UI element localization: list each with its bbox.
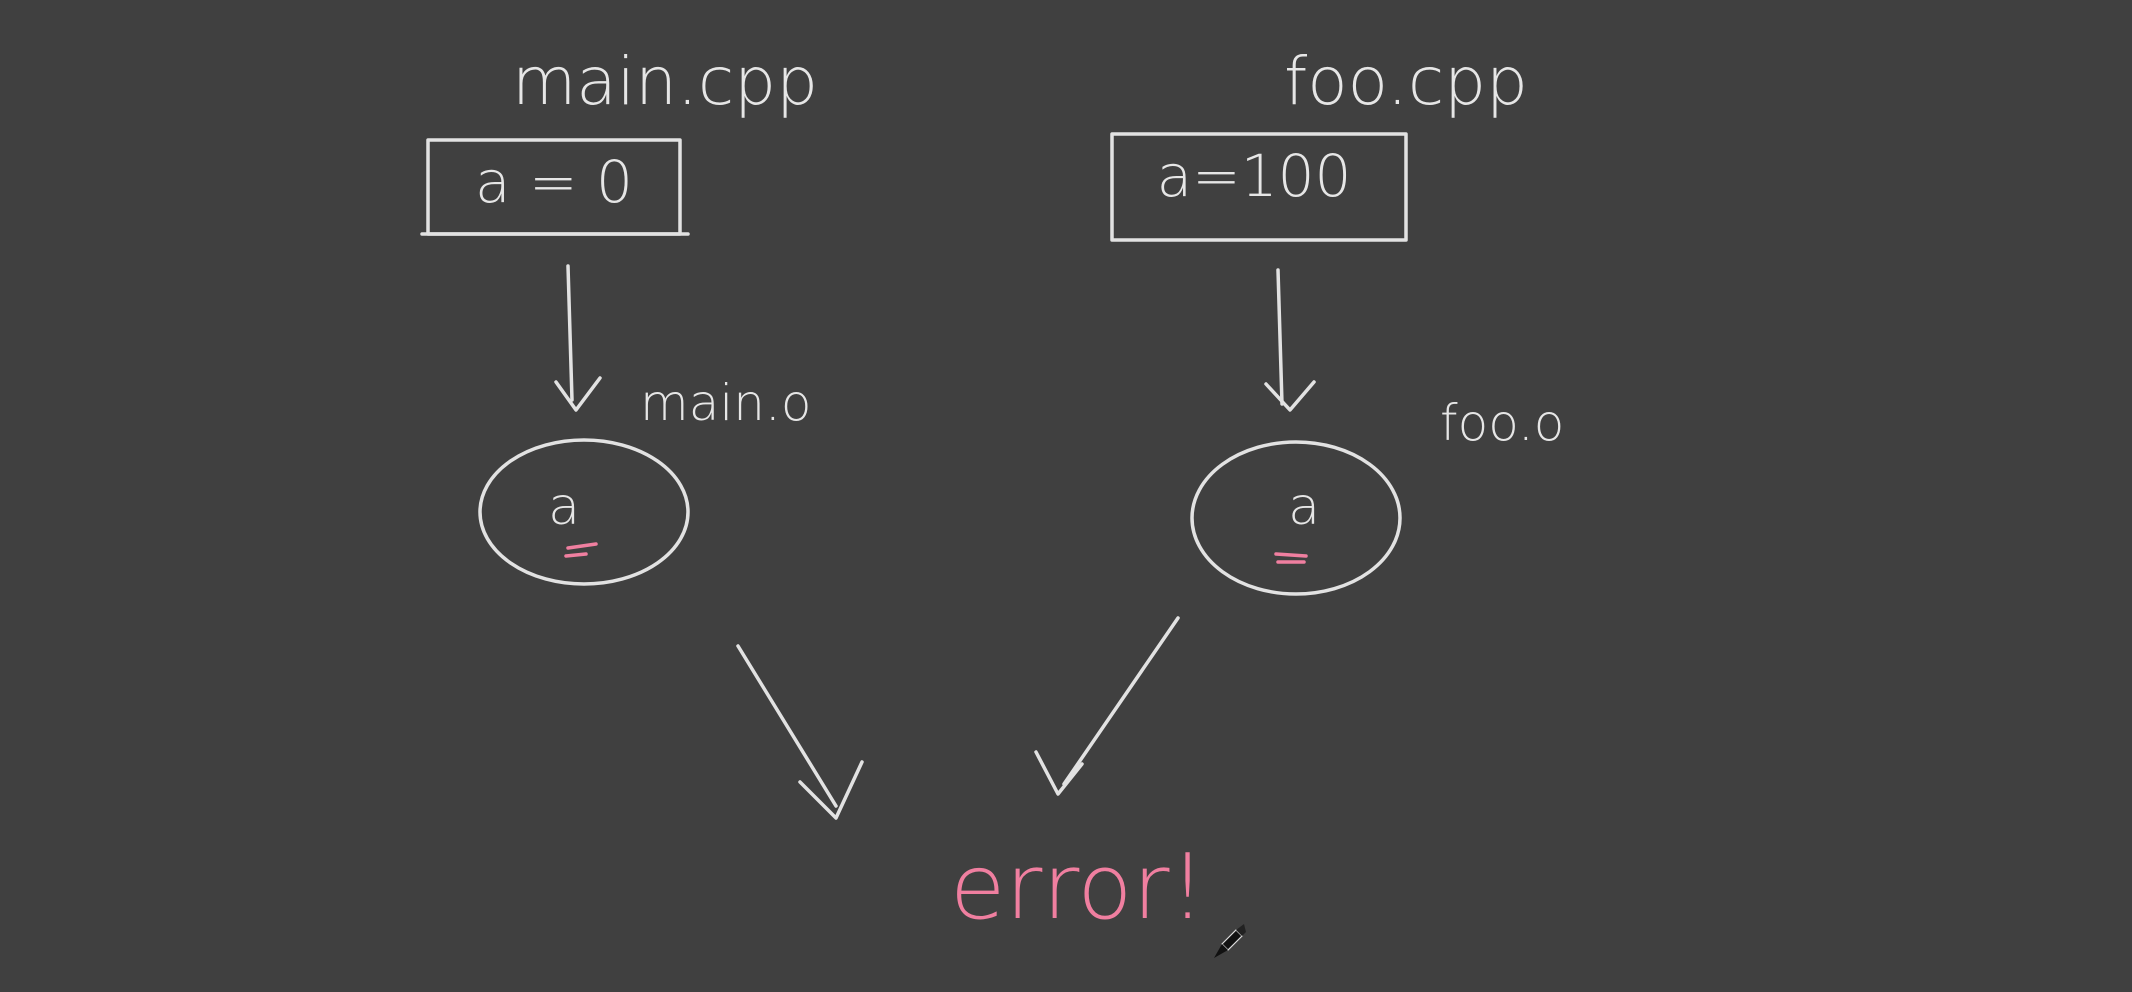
left-source-filename: main.cpp bbox=[512, 43, 818, 120]
pen-cursor-icon bbox=[1214, 924, 1246, 958]
left-symbol-underline-2 bbox=[564, 552, 588, 558]
left-object-symbol: a bbox=[548, 477, 580, 537]
left-link-arrow-head bbox=[798, 760, 864, 820]
right-object-symbol: a bbox=[1288, 477, 1320, 537]
error-result: error! bbox=[950, 835, 1206, 940]
right-source-content: a=100 bbox=[1157, 142, 1352, 210]
right-symbol-underline-1 bbox=[1274, 552, 1308, 558]
right-compile-arrow-head bbox=[1264, 380, 1316, 412]
right-link-arrow-shaft bbox=[1062, 616, 1180, 786]
left-object-filename: main.o bbox=[640, 374, 811, 432]
right-compile-arrow-shaft bbox=[1276, 268, 1284, 406]
right-link-arrow-head bbox=[1034, 750, 1084, 796]
left-compile-arrow-head bbox=[554, 376, 602, 412]
left-object-ellipse bbox=[478, 438, 690, 586]
left-source-content: a = 0 bbox=[475, 148, 633, 216]
left-compile-arrow-shaft bbox=[566, 264, 574, 402]
left-link-arrow-shaft bbox=[736, 644, 838, 808]
right-object-ellipse bbox=[1190, 440, 1402, 596]
right-source-box bbox=[1110, 132, 1408, 242]
left-symbol-underline-1 bbox=[566, 542, 598, 550]
right-object-filename: foo.o bbox=[1440, 394, 1564, 452]
right-source-filename: foo.cpp bbox=[1284, 43, 1528, 120]
